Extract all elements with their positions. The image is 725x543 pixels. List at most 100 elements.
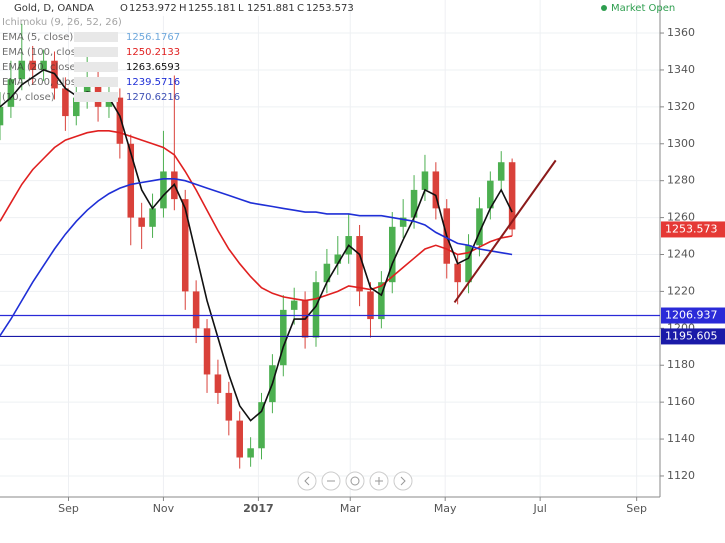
candle-body	[73, 97, 80, 117]
chart-title: Gold, D, OANDA	[14, 3, 94, 14]
indicator-name: EMA (20, close)	[2, 62, 80, 73]
y-tick-label: 1360	[667, 26, 695, 39]
y-tick-label: 1120	[667, 469, 695, 482]
x-tick-label: Sep	[58, 502, 79, 515]
market-status: Market Open	[611, 3, 675, 14]
legend-buttons	[74, 62, 118, 72]
indicator-value: 1250.2133	[126, 47, 180, 58]
indicator-line	[0, 178, 513, 337]
candle-body	[7, 79, 15, 107]
ohlc-label: H	[179, 3, 187, 14]
candle-body	[105, 97, 113, 107]
legend-buttons	[74, 47, 118, 57]
price-level-label: 1206.937	[665, 309, 718, 322]
y-tick-label: 1240	[667, 247, 695, 260]
candle-body	[334, 254, 342, 264]
icon	[400, 476, 406, 486]
scroll-left-button[interactable]	[297, 471, 317, 491]
candle-body	[497, 162, 505, 181]
icon	[375, 477, 383, 485]
status-dot	[601, 5, 607, 11]
ohlc-value: 1251.881	[247, 3, 295, 14]
candle-body	[290, 300, 298, 310]
candle-body	[214, 374, 222, 393]
candle-body	[323, 263, 331, 283]
candle-body	[378, 282, 385, 320]
grid	[0, 0, 660, 497]
legend-buttons	[74, 32, 118, 42]
x-tick-label: May	[434, 502, 457, 515]
ohlc-label: L	[238, 3, 244, 14]
candle-body	[487, 180, 494, 209]
y-tick-label: 1320	[667, 100, 695, 113]
indicator-name: (10, close)	[2, 92, 55, 103]
y-tick-label: 1140	[667, 432, 695, 445]
indicator-name: EMA (100, close)	[2, 47, 86, 58]
y-tick-label: 1280	[667, 174, 695, 187]
ohlc-value: 1255.181	[188, 3, 236, 14]
ohlc-label: O	[120, 3, 128, 14]
candle-body	[149, 208, 156, 227]
candle-body	[160, 171, 167, 209]
x-tick-label: Nov	[153, 502, 175, 515]
y-tick-label: 1160	[667, 395, 695, 408]
x-tick-label: Sep	[626, 502, 647, 515]
candle-body	[465, 245, 472, 283]
candle-body	[181, 199, 189, 292]
plot-area	[0, 23, 557, 469]
overlay-label: Ichimoku (9, 26, 52, 26)	[2, 17, 122, 28]
y-tick-label: 1260	[667, 211, 695, 224]
candle-body	[508, 162, 516, 230]
indicator-line	[0, 130, 513, 302]
indicator-name: EMA (5, close)	[2, 32, 73, 43]
candle-body	[367, 291, 374, 320]
candle-body	[432, 171, 440, 209]
candle-body	[399, 217, 407, 227]
y-tick-label: 1180	[667, 358, 695, 371]
candle-body	[410, 189, 418, 218]
y-tick-label: 1340	[667, 63, 695, 76]
price-level-label: 1195.605	[665, 329, 718, 342]
candle-body	[236, 420, 243, 458]
legend-buttons	[74, 77, 118, 87]
candle-body	[280, 309, 287, 366]
indicator-value: 1256.1767	[126, 32, 180, 43]
candle-body	[388, 226, 396, 283]
ohlc-value: 1253.972	[129, 3, 177, 14]
x-tick-label: 2017	[243, 502, 274, 515]
icon	[304, 476, 310, 486]
candle-body	[29, 60, 36, 70]
legend: Gold, D, OANDA O 1253.972 H 1255.181 L 1251.88…	[0, 0, 354, 103]
candle-body	[476, 208, 483, 246]
y-tick-label: 1220	[667, 284, 695, 297]
last-price-label: 1253.573	[665, 222, 718, 235]
candle-body	[454, 263, 461, 283]
trendline	[453, 159, 557, 304]
navigation-buttons	[297, 471, 413, 491]
indicator-name: EMA (200, close)	[2, 77, 86, 88]
axes: 1120114011601180120012201240126012801300…	[58, 26, 695, 515]
candle-body	[247, 448, 254, 458]
candle-body	[62, 88, 69, 117]
candle-body	[192, 291, 200, 329]
scroll-right-button[interactable]	[393, 471, 413, 491]
candle-body	[0, 106, 4, 126]
indicator-value: 1270.6216	[126, 92, 180, 103]
x-tick-label: Mar	[340, 502, 361, 515]
candle-body	[203, 328, 211, 375]
price-level-badge	[661, 307, 725, 324]
candle-body	[421, 171, 429, 190]
candle-body	[258, 402, 265, 449]
header-bg	[0, 0, 310, 16]
price-level-badge	[661, 328, 725, 345]
candle-body	[356, 236, 363, 292]
candle-body	[127, 143, 135, 218]
indicator-value: 1239.5716	[126, 77, 180, 88]
indicator-value: 1263.6593	[126, 62, 180, 73]
candle-body	[18, 60, 26, 80]
last-price-badge	[661, 221, 725, 238]
candle-body	[138, 217, 145, 227]
reset-button[interactable]	[345, 471, 365, 491]
candle-body	[40, 60, 47, 70]
